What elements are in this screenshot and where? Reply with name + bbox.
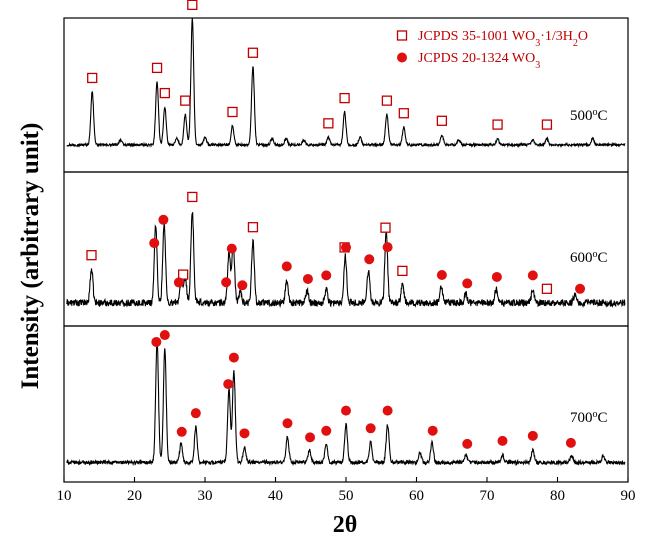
marker-circle (382, 405, 393, 416)
x-tick-label: 20 (127, 488, 142, 504)
marker-circle (341, 242, 351, 253)
marker-square (398, 108, 409, 119)
marker-circle (427, 425, 438, 436)
x-axis-title: 2θ (333, 512, 358, 538)
marker-square (87, 72, 98, 84)
marker-square (151, 62, 163, 74)
marker-circle (321, 270, 332, 281)
marker-square (492, 119, 503, 130)
marker-circle (149, 238, 160, 249)
marker-square (323, 118, 334, 129)
x-tick-label: 80 (550, 488, 565, 504)
panel-600: 600oC (63, 171, 629, 327)
panel-700: 700oC (63, 325, 629, 483)
marker-circle (382, 242, 393, 253)
temp-label-600: 600oC (570, 249, 608, 267)
x-tick-label: 10 (57, 488, 72, 504)
marker-circle (302, 273, 313, 284)
marker-square (86, 250, 97, 261)
marker-circle (176, 426, 187, 437)
marker-circle (491, 271, 502, 282)
x-tick-label: 40 (268, 488, 283, 504)
marker-circle (565, 437, 576, 448)
temp-label-700: 700oC (570, 409, 608, 427)
marker-square (180, 95, 191, 106)
marker-circle (305, 432, 316, 443)
x-tick-label: 70 (480, 488, 495, 504)
marker-circle (173, 277, 184, 288)
marker-square (247, 222, 259, 233)
marker-circle (462, 278, 473, 289)
legend-marker-square (396, 30, 408, 41)
marker-square (247, 47, 259, 58)
legend-label: JCPDS 20-1324 WO3 (418, 51, 540, 71)
marker-square (381, 95, 393, 106)
marker-circle (364, 254, 375, 265)
marker-circle (575, 283, 586, 294)
marker-circle (321, 425, 332, 436)
marker-square (159, 87, 170, 99)
legend-marker-circle (397, 52, 407, 63)
marker-circle (221, 277, 232, 288)
marker-square (187, 191, 198, 203)
marker-square (397, 265, 408, 277)
panel-500: 500oC (63, 0, 629, 173)
x-tick-label: 60 (409, 488, 424, 504)
marker-circle (228, 352, 239, 363)
marker-circle (158, 214, 169, 225)
marker-circle (341, 405, 351, 416)
panels-layer: 500oC 600oC 700oC (63, 0, 629, 483)
series-line (66, 17, 626, 149)
legend-label: JCPDS 35-1001 WO3·1/3H2O (418, 29, 588, 49)
y-axis-title: Intensity (arbitrary unit) (17, 123, 44, 390)
marker-square (380, 222, 391, 233)
x-tick-label: 50 (339, 488, 354, 504)
marker-square (541, 283, 553, 294)
marker-circle (527, 430, 538, 441)
marker-square (339, 92, 350, 104)
marker-circle (151, 336, 162, 347)
marker-square (541, 119, 553, 130)
x-tick-label: 30 (198, 488, 213, 504)
marker-circle (527, 270, 538, 281)
marker-circle (223, 379, 234, 390)
marker-circle (282, 418, 293, 429)
panel-frame (63, 325, 629, 483)
marker-circle (281, 261, 292, 272)
series-line (66, 212, 626, 309)
x-tick-label: 90 (621, 488, 636, 504)
marker-circle (462, 438, 473, 449)
marker-square (227, 106, 238, 118)
marker-circle (365, 423, 376, 434)
marker-circle (237, 280, 248, 291)
x-ticks: 10 20 30 40 50 60 70 80 90 (57, 477, 636, 504)
series-line (66, 339, 626, 467)
marker-square (177, 269, 189, 280)
marker-circle (159, 330, 170, 341)
marker-circle (226, 243, 237, 254)
marker-circle (436, 269, 447, 280)
marker-circle (190, 408, 201, 419)
temp-label-500: 500oC (570, 107, 608, 125)
marker-circle (497, 435, 508, 446)
marker-square (187, 0, 198, 11)
marker-circle (239, 428, 250, 439)
marker-square (436, 115, 448, 126)
